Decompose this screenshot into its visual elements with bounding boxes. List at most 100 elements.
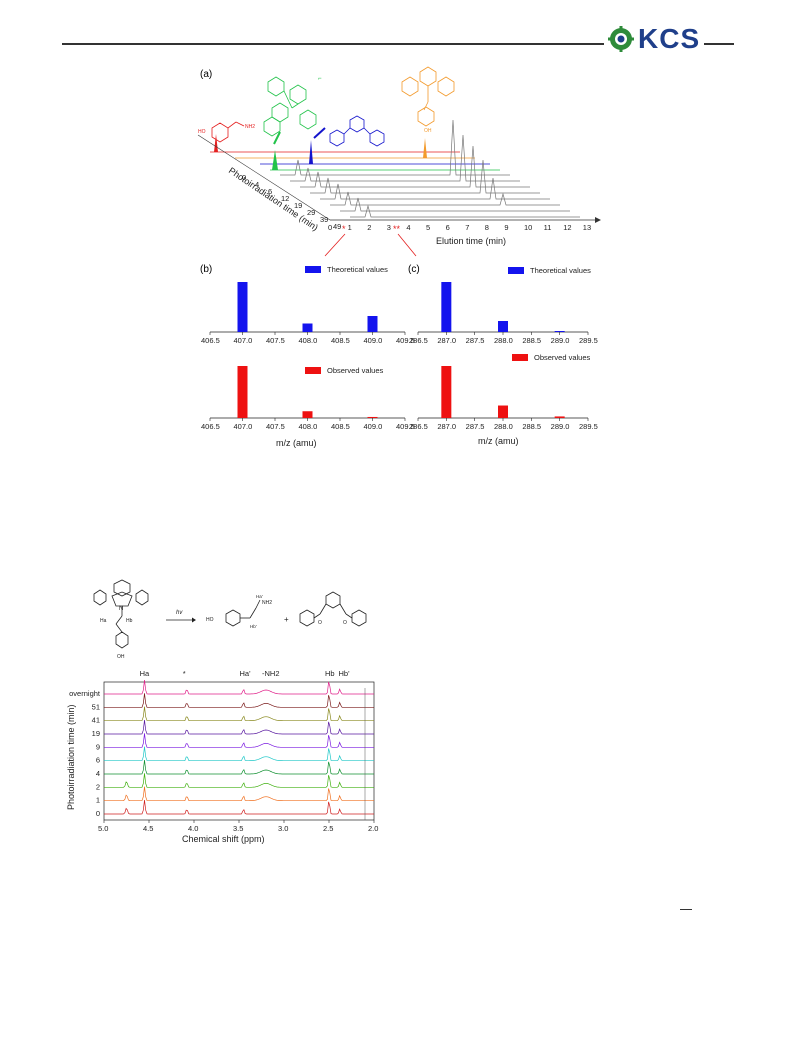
elution-tick-label: 8 xyxy=(485,223,489,232)
nmr-peak-label: -NH2 xyxy=(262,669,280,678)
reactant-oh-label: OH xyxy=(117,654,125,660)
nmr-peak-label: Hb xyxy=(325,669,335,678)
chromatogram-3d xyxy=(197,119,601,223)
ms-bar xyxy=(554,331,565,332)
ms-tick-label: 287.0 xyxy=(437,422,456,431)
ms-tick-label: 286.5 xyxy=(409,422,428,431)
ms-bar-charts: 406.5 407.0 407.5 408.0 408.5 409.0 409.5 Theor… xyxy=(201,265,598,431)
ha-prime-label: Ha' xyxy=(256,594,263,599)
tyramine-structure: NH2 HO xyxy=(198,121,255,143)
nmr-trace xyxy=(103,693,374,708)
nmr-trace xyxy=(104,679,374,695)
nmr-trace-label: 0 xyxy=(96,809,100,818)
nmr-trace xyxy=(103,733,374,748)
nmr-tick-label: 2.0 xyxy=(368,824,378,833)
elution-tick-label: 1 xyxy=(348,223,352,232)
nmr-trace-label: 2 xyxy=(96,782,100,791)
photo-tick-label: 49 xyxy=(333,222,341,231)
ms-tick-label: 409.0 xyxy=(364,422,383,431)
elution-tick-label: 10 xyxy=(524,223,532,232)
nmr-tick-label: 5.0 xyxy=(98,824,108,833)
ms-bar xyxy=(441,366,452,418)
ms-tick-label: 288.5 xyxy=(522,422,541,431)
mz-label-c: m/z (amu) xyxy=(478,436,519,446)
nmr-tick-label: 4.0 xyxy=(188,824,198,833)
ms-tick-label: 408.5 xyxy=(331,336,350,345)
hv-label: hv xyxy=(176,610,183,616)
panel-a-label: (a) xyxy=(200,69,212,80)
ms-tick-label: 409.0 xyxy=(364,336,383,345)
nmr-trace-label: 51 xyxy=(92,702,100,711)
ms-tick-label: 408.0 xyxy=(299,336,318,345)
ms-tick-label: 289.5 xyxy=(579,336,598,345)
ms-bar xyxy=(302,323,313,332)
footer-dash xyxy=(680,909,692,910)
figure-hplc-ms: (a) NH2 HO ⌐ OH xyxy=(197,66,601,448)
ms-tick-label: 407.5 xyxy=(266,422,285,431)
nmr-peak-label: Ha' xyxy=(240,669,252,678)
kcs-logo: KCS xyxy=(604,23,705,54)
nmr-trace xyxy=(103,786,374,802)
nmr-trace-label: overnight xyxy=(69,689,101,698)
ms-tick-label: 288.5 xyxy=(522,336,541,345)
ms-bar xyxy=(237,282,248,332)
photo-tick-label: 19 xyxy=(294,201,302,210)
legend-swatch xyxy=(305,367,321,374)
nmr-trace xyxy=(104,719,374,735)
nmr-xlabel: Chemical shift (ppm) xyxy=(182,834,265,844)
photo-tick-label: 4 xyxy=(255,180,259,189)
svg-text:HO: HO xyxy=(198,129,206,135)
nmr-peak-label: Ha xyxy=(140,669,150,678)
logo-text: KCS xyxy=(638,23,701,54)
elution-tick-label: 3 xyxy=(387,223,391,232)
ms-tick-label: 286.5 xyxy=(409,336,428,345)
pointer-b xyxy=(324,233,346,257)
pyrrole-reactant-structure xyxy=(93,579,149,649)
panel-c-label: (c) xyxy=(408,264,420,275)
kcs-emblem-icon xyxy=(608,26,634,52)
hb-label: Hb xyxy=(126,618,133,624)
dibenzoylbenzene-structure xyxy=(329,115,385,147)
figure-nmr: 5.0 4.5 4.0 3.5 3.0 2.5 2.0 Chemical shift (ppm… xyxy=(66,669,378,844)
elution-tick-label: 9 xyxy=(504,223,508,232)
photo-tick-label: 12 xyxy=(281,194,289,203)
ms-tick-label: 287.0 xyxy=(437,336,456,345)
ms-tick-label: 409.5 xyxy=(396,422,415,431)
ms-tick-label: 289.0 xyxy=(551,336,570,345)
photo-tick-label: 29 xyxy=(307,208,315,217)
nmr-trace-label: 19 xyxy=(92,729,100,738)
elution-tick-label: 12 xyxy=(563,223,571,232)
elution-tick-label: 13 xyxy=(583,223,591,232)
legend-label: Observed values xyxy=(534,353,591,362)
ms-bar xyxy=(237,366,248,418)
elution-tick-label: 4 xyxy=(406,223,410,232)
ms-tick-label: 409.5 xyxy=(396,336,415,345)
nmr-peak-label: Hb' xyxy=(339,669,351,678)
nmr-trace xyxy=(104,759,374,775)
o-label-1: O xyxy=(318,620,322,626)
legend-label: Theoretical values xyxy=(530,266,591,275)
nmr-tick-label: 2.5 xyxy=(323,824,333,833)
elution-tick-labels: 0 1 2 3 4 5 6 7 8 9 10 11 12 13 xyxy=(328,223,591,232)
o-label-2: O xyxy=(343,620,347,626)
nmr-trace-label: 6 xyxy=(96,756,100,765)
green-arrow xyxy=(273,131,281,145)
svg-text:NH2: NH2 xyxy=(245,124,255,130)
nmr-trace-label: 4 xyxy=(96,769,100,778)
pointer-c xyxy=(397,233,417,257)
peak-marker-single: * xyxy=(342,224,346,234)
legend-swatch xyxy=(305,266,321,273)
peak-marker-double: ** xyxy=(393,224,401,234)
ms-tick-label: 408.0 xyxy=(299,422,318,431)
reaction-arrowhead xyxy=(192,617,196,623)
iridium-complex-structure: ⌐ xyxy=(263,76,322,137)
elution-tick-label: 0 xyxy=(328,223,332,232)
plus-sign: + xyxy=(284,615,289,624)
dibenzoylbenzene-product-structure xyxy=(299,591,367,627)
n-atom-label: N xyxy=(119,606,123,612)
ms-bar xyxy=(367,416,378,418)
pyrrole-product-structure: OH xyxy=(401,66,455,134)
elution-axis-label: Elution time (min) xyxy=(436,236,506,246)
ms-bar xyxy=(302,411,313,418)
